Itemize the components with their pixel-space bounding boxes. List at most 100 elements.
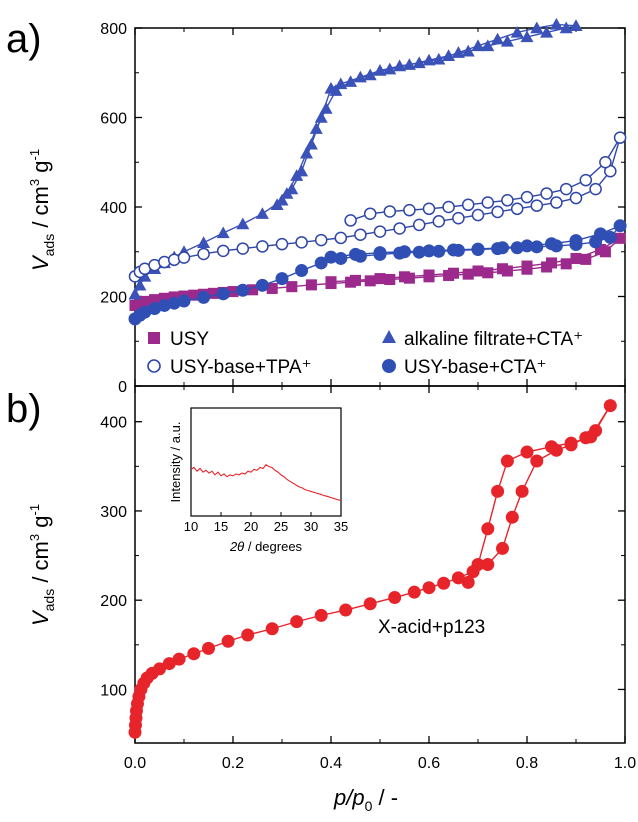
point-usy-base-tpa [540, 187, 553, 200]
point-usy-base-tpa [403, 203, 416, 217]
point-usy-base-cta [148, 302, 162, 316]
panel-b: b) 100 200 300 400 X-acid+p123 Vads / cm3 g… [6, 385, 626, 744]
point-alkaline-filtrate-cta [270, 198, 284, 210]
legend-marker-cta [382, 359, 396, 373]
point-usy-base-tpa [613, 131, 627, 144]
point-usy [580, 253, 592, 265]
point-usy-base-tpa [550, 196, 563, 209]
point-usy-base-cta [412, 245, 426, 259]
point-usy-base-tpa [354, 228, 367, 242]
point-alkaline-filtrate-cta [329, 84, 343, 96]
point-alkaline-filtrate-cta [442, 49, 456, 61]
panel-b-ylabel-supm1: -1 [27, 504, 42, 516]
point-usy-base-cta [197, 290, 211, 304]
legend-label-cta: USY-base+CTA⁺ [404, 357, 547, 378]
panel-b-y-axis-label: Vads / cm3 g-1 [27, 504, 57, 626]
point-alkaline-filtrate-cta [422, 53, 436, 66]
x-axis-label-slash-p: /p [344, 785, 364, 810]
point-usy [447, 267, 460, 279]
inset-x-label: 2θ / degrees [229, 539, 303, 554]
point-x-acid-p123 [314, 608, 328, 622]
panel-a-ylabel-g: g [28, 161, 53, 179]
point-x-acid-p123 [388, 591, 402, 605]
point-alkaline-filtrate-cta [314, 111, 328, 123]
panel-b-ylabel-g: g [28, 516, 53, 534]
point-usy-base-tpa [256, 240, 269, 253]
point-usy-base-tpa [197, 247, 210, 261]
point-alkaline-filtrate-cta [373, 64, 387, 76]
point-usy-base-tpa [393, 222, 406, 235]
point-usy [398, 271, 411, 283]
inset-y-label: Intensity / a.u. [168, 422, 183, 503]
point-usy-base-tpa [334, 231, 348, 245]
point-x-acid-p123 [520, 445, 534, 459]
point-alkaline-filtrate-cta [510, 25, 524, 38]
point-usy [472, 265, 484, 277]
point-alkaline-filtrate-cta [363, 68, 377, 81]
legend-label-usy: USY [170, 329, 209, 350]
panel-b-ylabel-sup3: 3 [27, 534, 42, 541]
point-x-acid-p123 [290, 615, 304, 629]
point-usy [188, 289, 200, 301]
point-alkaline-filtrate-cta [197, 236, 211, 248]
point-x-acid-p123 [265, 622, 279, 636]
point-usy-base-tpa [422, 202, 436, 216]
inset-x-tick-label: 15 [214, 519, 228, 534]
x-tick-label: 0.0 [124, 755, 146, 772]
point-alkaline-filtrate-cta [236, 217, 250, 230]
panel-a-ylabel-unit: / cm [28, 186, 53, 234]
point-usy [482, 267, 494, 279]
inset-xrd-trace [190, 464, 342, 502]
panel-a-y-tick-label: 400 [100, 200, 127, 217]
inset-x-tick-label: 25 [274, 519, 288, 534]
point-usy-base-cta [157, 298, 171, 312]
x-axis-label-p: p [333, 785, 346, 810]
point-alkaline-filtrate-cta [393, 59, 407, 72]
panel-a-y-tick-label: 600 [100, 111, 127, 128]
point-usy-base-cta [520, 239, 534, 253]
point-usy [149, 294, 161, 306]
point-usy [207, 287, 219, 299]
point-usy-base-cta [255, 278, 269, 292]
x-axis-label: p/p0 / - [333, 785, 398, 814]
x-tick-label: 1.0 [614, 755, 636, 772]
point-usy-base-tpa [471, 208, 485, 222]
panel-a-ylabel-sub: ads [41, 234, 57, 257]
point-alkaline-filtrate-cta [290, 169, 304, 181]
point-usy-base-cta [177, 294, 191, 308]
point-x-acid-p123 [162, 657, 176, 671]
point-usy-base-tpa [344, 214, 357, 227]
legend-marker-alkaline [382, 330, 396, 343]
point-alkaline-filtrate-cta [500, 34, 514, 47]
point-usy [158, 292, 170, 304]
panel-b-series [128, 399, 617, 739]
panel-b-y-tick-label: 200 [100, 593, 127, 610]
panel-a-y-tick-label: 800 [100, 21, 127, 38]
point-alkaline-filtrate-cta [569, 19, 583, 31]
point-x-acid-p123 [461, 575, 475, 589]
point-alkaline-filtrate-cta [520, 30, 534, 43]
point-usy [305, 279, 317, 291]
x-tick-label: 0.8 [516, 755, 538, 772]
point-usy [545, 257, 558, 269]
point-alkaline-filtrate-cta [549, 17, 563, 30]
point-alkaline-filtrate-cta [133, 278, 147, 291]
point-usy-base-cta [216, 287, 230, 301]
point-alkaline-filtrate-cta [383, 62, 397, 75]
point-usy-base-cta [236, 283, 250, 297]
point-x-acid-p123 [422, 581, 436, 595]
point-usy-base-tpa [599, 155, 612, 169]
point-usy-base-cta [569, 234, 583, 248]
point-usy-base-cta [398, 245, 411, 259]
point-usy-base-tpa [501, 194, 514, 207]
inset-x-label-rest: / degrees [244, 539, 302, 554]
point-usy [374, 273, 386, 285]
point-alkaline-filtrate-cta [530, 21, 544, 34]
point-alkaline-filtrate-cta [334, 77, 348, 90]
panel-a-series [128, 17, 627, 326]
point-x-acid-p123 [564, 436, 578, 450]
point-x-acid-p123 [603, 399, 617, 413]
point-usy-base-cta [275, 272, 289, 286]
point-x-acid-p123 [481, 558, 495, 571]
